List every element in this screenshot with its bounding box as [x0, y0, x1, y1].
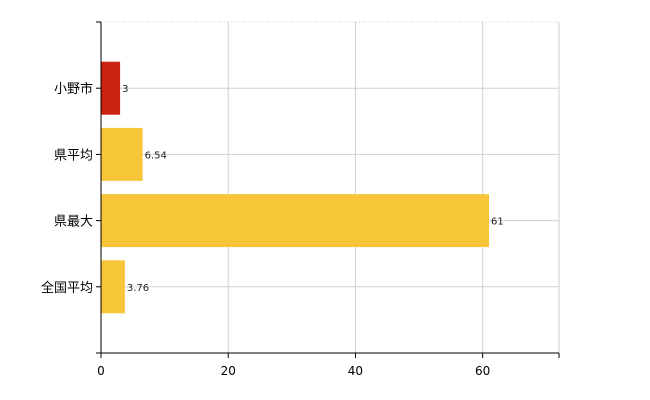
category-label-2: 県最大 [54, 215, 93, 230]
gridlines [101, 21, 560, 353]
labels: 3 小野市 6.54 県平均 61 県最大 3.76 全国平均 0 20 40 60 [41, 81, 504, 378]
bar-2 [101, 194, 490, 248]
axes [96, 21, 560, 358]
x-tick-label-3: 60 [475, 364, 490, 378]
bars [101, 61, 490, 314]
data-label-1: 6.54 [145, 150, 167, 161]
category-label-0: 小野市 [54, 81, 93, 97]
bar-0 [101, 61, 121, 115]
category-label-1: 県平均 [54, 148, 93, 163]
bar-3 [101, 260, 125, 314]
data-label-2: 61 [491, 217, 504, 228]
x-tick-label-1: 20 [221, 364, 236, 378]
bar-1 [101, 127, 143, 181]
x-tick-label-0: 0 [97, 364, 105, 378]
x-tick-label-2: 40 [348, 364, 363, 378]
data-label-0: 3 [122, 84, 128, 95]
category-label-3: 全国平均 [41, 280, 93, 296]
data-label-3: 3.76 [127, 283, 149, 294]
